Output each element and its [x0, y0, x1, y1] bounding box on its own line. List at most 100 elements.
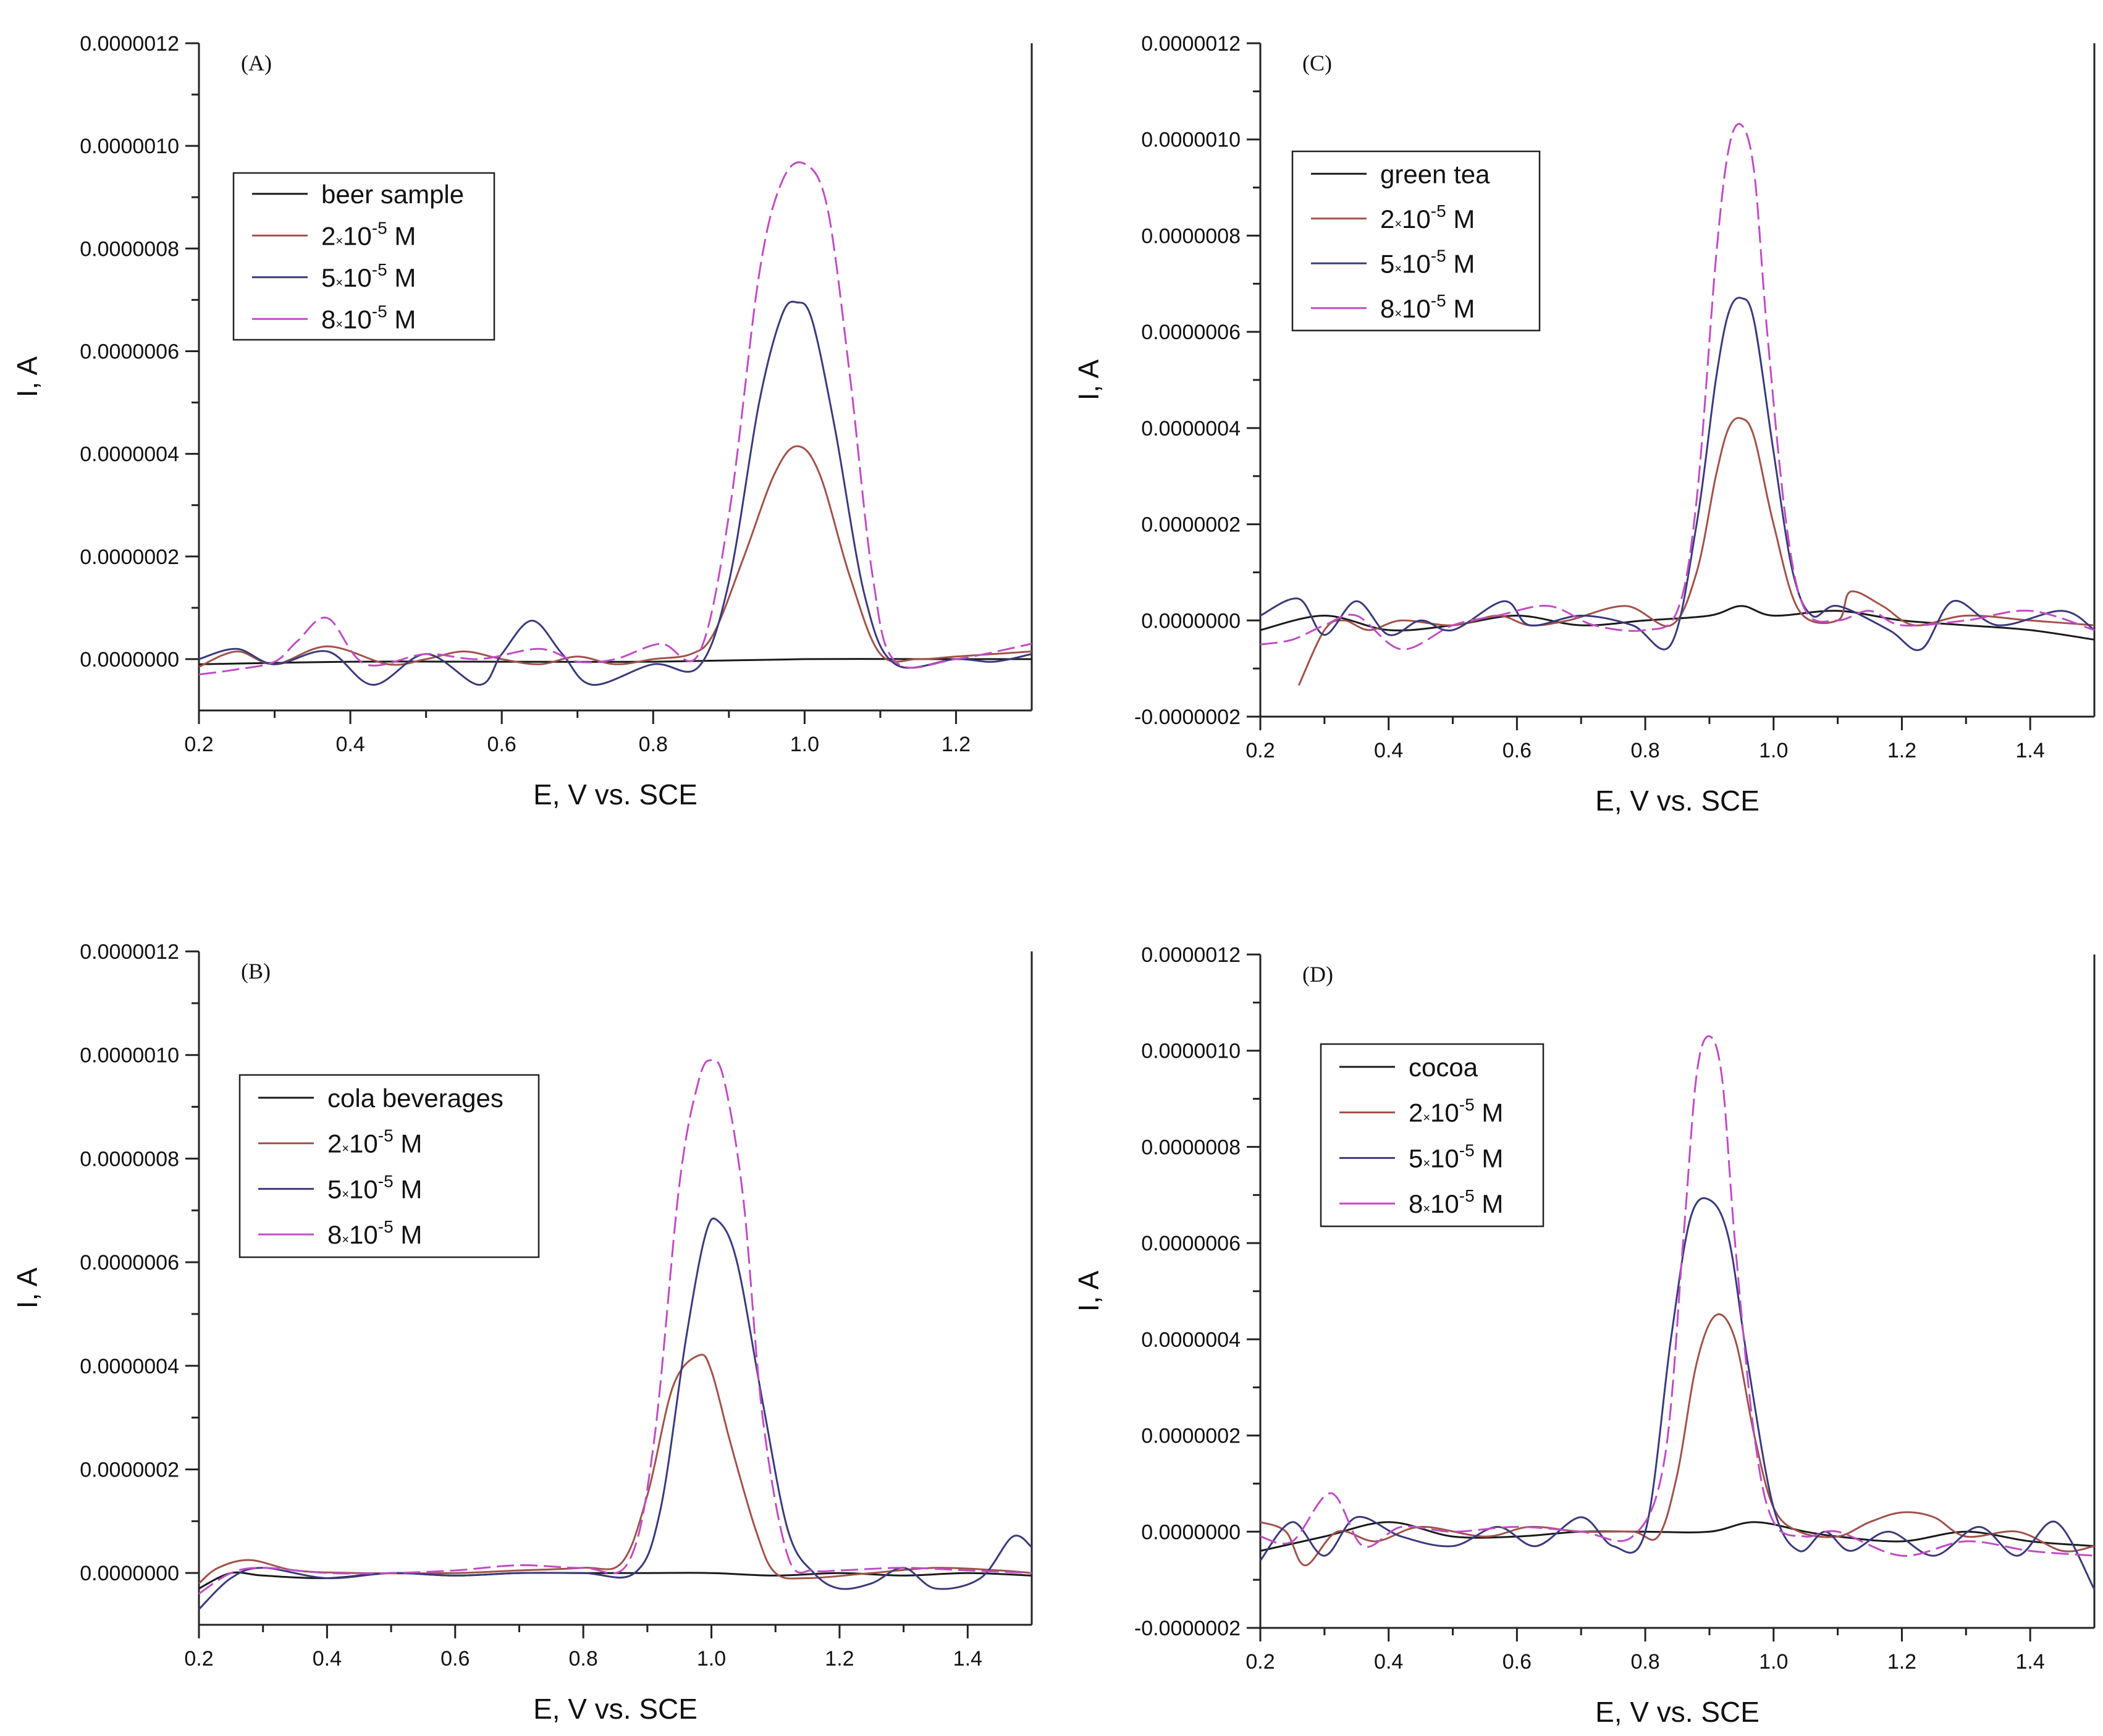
legend-entry: 2×10-5 M: [327, 1126, 422, 1158]
y-tick-label: 0.0000008: [80, 237, 179, 261]
series-line: [1260, 1313, 2095, 1567]
y-tick-label: 0.0000010: [80, 1044, 179, 1068]
legend-entry: 8×10-5 M: [321, 301, 416, 334]
y-tick-label: 0.0000006: [1141, 1232, 1241, 1255]
y-tick-label: 0.0000002: [1141, 513, 1241, 537]
y-axis-title: I, A: [11, 1267, 43, 1308]
series-line: [198, 445, 1032, 668]
x-axis-title: E, V vs. SCE: [1595, 1696, 1760, 1728]
x-tick-label: 1.0: [1759, 1650, 1788, 1674]
y-tick-label: 0.0000006: [1141, 321, 1241, 344]
y-tick-label: 0.0000010: [1141, 129, 1241, 152]
y-tick-label: 0.0000012: [80, 940, 179, 964]
x-tick-label: 0.8: [1630, 1650, 1659, 1674]
legend-box: [1320, 1043, 1545, 1228]
y-tick-label: -0.0000002: [1134, 1617, 1241, 1640]
y-tick-label: 0.0000000: [80, 1562, 179, 1585]
y-tick-label: 0.0000002: [80, 1458, 179, 1481]
panel-label: (C): [1302, 51, 1332, 75]
x-tick-label: 0.2: [1245, 1650, 1275, 1674]
y-tick-label: 0.0000008: [1141, 1136, 1241, 1159]
x-axis-title: E, V vs. SCE: [1595, 785, 1760, 817]
legend-entry: 2×10-5 M: [1409, 1095, 1503, 1127]
legend-entry: 5×10-5 M: [1380, 246, 1475, 278]
x-tick-label: 1.0: [790, 733, 819, 756]
y-tick-label: 0.0000004: [1141, 417, 1241, 440]
series-line: [1260, 1035, 2095, 1557]
legend-box: [1291, 150, 1541, 332]
y-tick-label: 0.0000012: [1141, 943, 1241, 967]
y-tick-label: 0.0000006: [80, 1251, 179, 1275]
x-tick-label: 1.4: [2016, 1650, 2045, 1674]
x-tick-label: 0.4: [313, 1647, 342, 1671]
y-tick-label: 0.0000008: [1141, 224, 1241, 248]
y-tick-label: 0.0000000: [1141, 1520, 1241, 1544]
y-tick-label: 0.0000012: [80, 32, 179, 56]
legend-box: [238, 1074, 540, 1258]
legend-entry: cocoa: [1409, 1053, 1478, 1082]
legend-entry: 5×10-5 M: [321, 260, 416, 292]
legend-entry: 8×10-5 M: [327, 1217, 422, 1249]
panel-label: (B): [241, 959, 271, 984]
x-tick-label: 1.2: [1887, 739, 1916, 762]
y-axis-title: I, A: [1073, 1270, 1105, 1312]
legend-entry: 5×10-5 M: [327, 1171, 422, 1203]
series-line: [198, 300, 1032, 686]
series-line: [1260, 123, 2095, 651]
y-tick-label: 0.0000002: [1141, 1425, 1241, 1448]
x-tick-label: 1.2: [825, 1647, 854, 1671]
legend-entry: cola beverages: [327, 1084, 504, 1113]
legend-entry: beer sample: [321, 180, 464, 209]
y-tick-label: 0.0000004: [80, 443, 179, 466]
x-tick-label: 0.6: [440, 1647, 470, 1671]
x-tick-label: 0.6: [487, 733, 516, 756]
chart-panel: 0.2 0.4 0.6 0.8 1.0 1.2 1.4 0.0000000 0.0000002 0…: [11, 940, 1033, 1725]
legend-entry: 8×10-5 M: [1380, 291, 1475, 323]
legend-entry: 8×10-5 M: [1409, 1186, 1503, 1218]
y-axis-title: I, A: [1073, 359, 1105, 400]
y-axis-title: I, A: [11, 356, 43, 397]
series-line: [1259, 1197, 2096, 1590]
chart-panel: 0.2 0.4 0.6 0.8 1.0 1.2 1.4 -0.0000002 0.0000000…: [1073, 32, 2096, 817]
x-tick-label: 0.8: [639, 733, 668, 756]
y-tick-label: 0.0000006: [80, 340, 179, 363]
y-tick-label: 0.0000012: [1141, 32, 1241, 56]
x-tick-label: 1.4: [2016, 739, 2045, 762]
x-tick-label: 1.4: [953, 1647, 982, 1671]
x-tick-label: 0.2: [184, 733, 213, 756]
x-tick-label: 0.8: [569, 1647, 598, 1671]
x-tick-label: 1.0: [697, 1647, 726, 1671]
series-line: [198, 1059, 1032, 1595]
x-tick-label: 1.0: [1759, 739, 1788, 762]
y-tick-label: 0.0000008: [80, 1147, 179, 1171]
x-axis-title: E, V vs. SCE: [533, 1693, 697, 1725]
legend-entry: 5×10-5 M: [1409, 1140, 1503, 1173]
series-line: [1260, 297, 2095, 651]
y-tick-label: 0.0000000: [1141, 609, 1241, 633]
legend-entry: green tea: [1380, 159, 1490, 188]
x-tick-label: 0.4: [1374, 739, 1403, 762]
x-tick-label: 0.2: [184, 1647, 213, 1671]
series-line: [198, 658, 1032, 665]
panel-label: (A): [241, 51, 272, 75]
legend-entry: 2×10-5 M: [321, 218, 416, 250]
y-tick-label: 0.0000010: [1141, 1040, 1241, 1063]
chart-panel: 0.2 0.4 0.6 0.8 1.0 1.2 0.0000000 0.0000002 0.00…: [11, 32, 1033, 811]
chart-panel: 0.2 0.4 0.6 0.8 1.0 1.2 1.4 -0.0000002 0.0000000…: [1073, 943, 2096, 1728]
panel-label: (D): [1302, 962, 1333, 987]
y-tick-label: 0.0000010: [80, 135, 179, 158]
x-tick-label: 1.2: [942, 733, 971, 756]
x-tick-label: 0.6: [1502, 1650, 1532, 1674]
x-tick-label: 1.2: [1887, 1650, 1916, 1674]
x-tick-label: 0.8: [1630, 739, 1659, 762]
y-tick-label: 0.0000004: [80, 1355, 179, 1378]
x-tick-label: 0.6: [1502, 739, 1532, 762]
x-tick-label: 0.4: [335, 733, 365, 756]
legend-entry: 2×10-5 M: [1380, 201, 1475, 234]
x-axis-title: E, V vs. SCE: [533, 778, 697, 811]
x-tick-label: 0.4: [1374, 1650, 1403, 1674]
series-line: [198, 161, 1032, 676]
legend-box: [232, 172, 495, 341]
y-tick-label: 0.0000004: [1141, 1328, 1241, 1352]
